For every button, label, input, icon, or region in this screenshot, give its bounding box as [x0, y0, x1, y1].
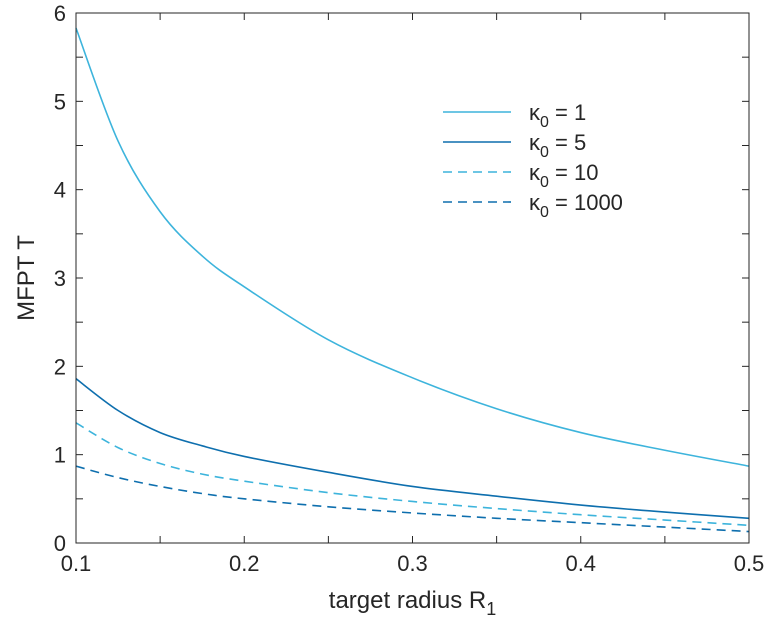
y-tick-label: 0: [54, 531, 66, 556]
series-line-3: [75, 422, 750, 527]
axes-layer: 0.1 0.2 0.3 0.4 0.5 0 1 2 3 4 5 6: [54, 1, 765, 576]
series-line-2: [75, 378, 750, 520]
series-line-4: [75, 465, 750, 533]
legend-label-3: κ0 = 10: [529, 160, 598, 191]
x-axis-title: target radius R1: [329, 587, 496, 619]
x-tick-label: 0.3: [397, 551, 428, 576]
y-axis-title: MFPT T: [13, 235, 40, 321]
legend-label-4: κ0 = 1000: [529, 190, 623, 221]
y-tick-label: 2: [54, 354, 66, 379]
x-tick-label: 0.5: [734, 551, 765, 576]
y-tick-label: 6: [54, 1, 66, 26]
series-layer: [75, 27, 750, 533]
x-axis-title-subscript: 1: [486, 599, 496, 619]
y-tick-label: 3: [54, 266, 66, 291]
y-tick-label: 1: [54, 443, 66, 468]
x-tick-label: 0.1: [61, 551, 92, 576]
series-line-1: [75, 27, 750, 467]
legend-label-1: κ0 = 1: [529, 100, 586, 131]
x-tick-label: 0.2: [229, 551, 260, 576]
plot-frame: [75, 12, 750, 544]
y-tick-label: 5: [54, 89, 66, 114]
legend-label-2: κ0 = 5: [529, 130, 586, 161]
y-tick-label: 4: [54, 178, 66, 203]
x-tick-label: 0.4: [565, 551, 596, 576]
